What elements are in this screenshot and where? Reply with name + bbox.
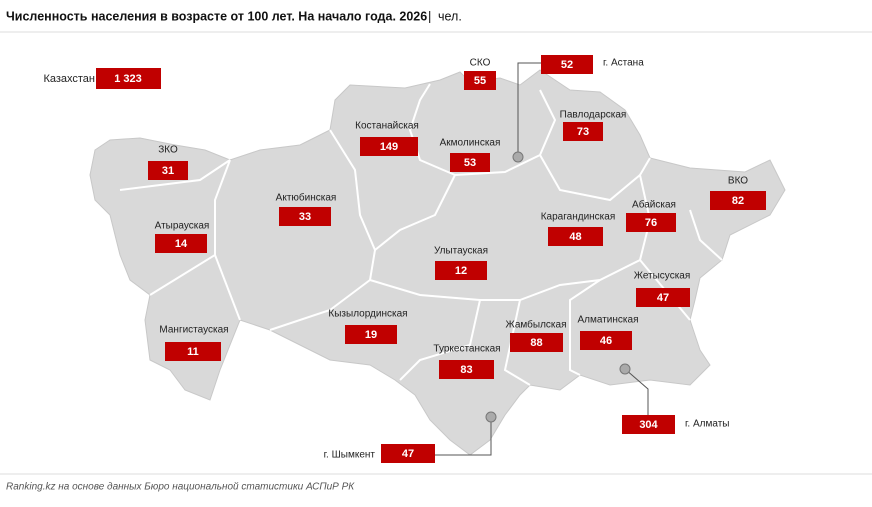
value-box [636, 288, 690, 307]
total-value: 1 323 [114, 73, 142, 85]
region-label: г. Алматы [685, 419, 729, 430]
value-box [580, 331, 632, 350]
city-marker [512, 151, 524, 163]
value-box [155, 234, 207, 253]
value-box [450, 153, 490, 172]
region-label: СКО [470, 58, 491, 69]
region-value: 73 [577, 126, 589, 138]
value-box [541, 55, 593, 74]
region-label: Актюбинская [276, 192, 337, 204]
region-label: Мангистауская [159, 325, 228, 336]
region-value: 12 [455, 265, 467, 277]
region-label: Улытауская [434, 246, 488, 257]
region-value: 52 [561, 59, 573, 71]
separator: | [428, 8, 431, 23]
region-label: ЗКО [158, 145, 178, 156]
title: Численность населения в возрасте от 100 … [6, 9, 427, 23]
region-label: Атырауская [155, 221, 210, 232]
city-marker [485, 411, 497, 423]
regions: СКО 55 г. Астана 52 Костанайская 149 Акмолинск… [148, 55, 766, 463]
value-box [548, 227, 603, 246]
region-label: ВКО [728, 176, 748, 187]
region-label: Карагандинская [541, 212, 616, 223]
region-label: Жамбылская [506, 319, 567, 331]
region-value: 11 [187, 346, 199, 358]
source: Ranking.kz на основе данных Бюро национа… [6, 482, 355, 493]
value-box [345, 325, 397, 344]
region-value: 47 [402, 448, 414, 460]
value-box [622, 415, 675, 434]
value-box [510, 333, 563, 352]
region-label: г. Астана [603, 58, 644, 69]
total-box [96, 68, 161, 89]
region-value: 48 [569, 231, 581, 243]
region-value: 14 [175, 238, 188, 250]
region-value: 19 [365, 329, 377, 341]
region-label: Алматинская [578, 315, 639, 326]
value-box [439, 360, 494, 379]
region-label: Костанайская [355, 121, 419, 132]
region-value: 83 [460, 364, 472, 376]
region-value: 31 [162, 165, 174, 177]
region-label: Жетысуская [634, 271, 691, 282]
region-value: 304 [639, 419, 658, 431]
value-box [563, 122, 603, 141]
city-marker [619, 363, 631, 375]
leader-line [435, 417, 492, 456]
region-label: Павлодарская [560, 110, 627, 121]
value-box [710, 191, 766, 210]
value-box [626, 213, 676, 232]
region-value: 47 [657, 292, 669, 304]
region-value: 33 [299, 211, 311, 223]
value-box [435, 261, 487, 280]
region-label: г. Шымкент [324, 450, 376, 461]
value-box [279, 207, 331, 226]
region-value: 82 [732, 195, 744, 207]
region-label: Туркестанская [433, 344, 500, 355]
leader-line [624, 368, 649, 415]
region-value: 88 [530, 337, 542, 349]
value-box [148, 161, 188, 180]
region-value: 76 [645, 217, 657, 229]
region-value: 53 [464, 157, 476, 169]
region-label: Кызылординская [328, 309, 407, 320]
region-label: Абайская [632, 199, 676, 211]
unit: чел. [438, 9, 462, 23]
region-value: 55 [474, 75, 486, 87]
region-value: 46 [600, 335, 612, 347]
value-box [381, 444, 435, 463]
value-box [165, 342, 221, 361]
leader-line [517, 62, 541, 157]
total-label: Казахстан [43, 73, 95, 85]
value-box [464, 71, 496, 90]
value-box [360, 137, 418, 156]
region-value: 149 [380, 141, 398, 153]
region-label: Акмолинская [440, 138, 501, 149]
